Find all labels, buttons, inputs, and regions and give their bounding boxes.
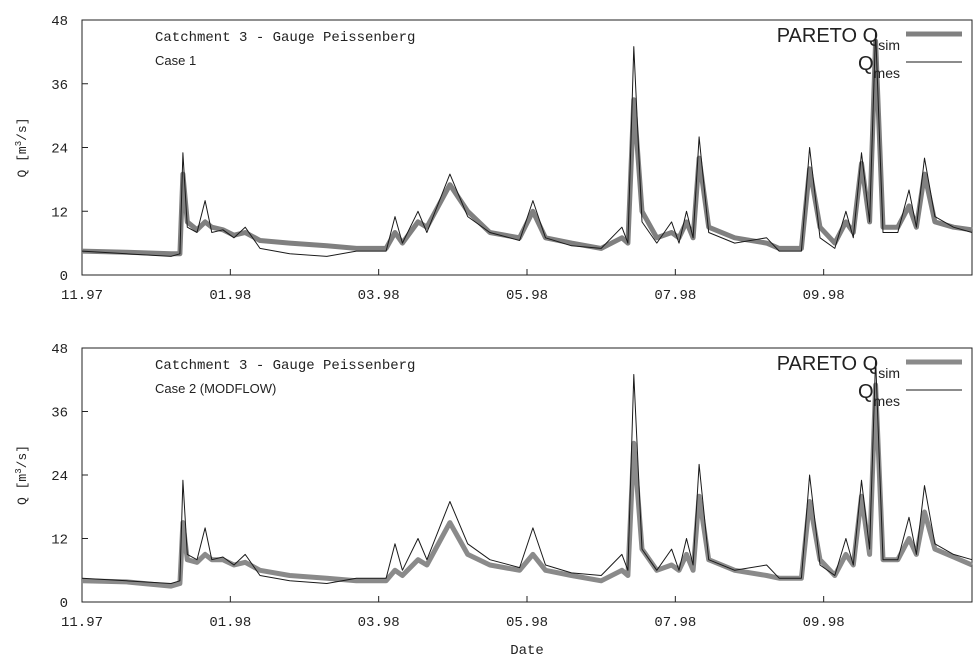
series-line bbox=[81, 30, 973, 257]
legend-name: PARETO Q bbox=[777, 25, 879, 47]
legend-label: Qmes bbox=[858, 53, 900, 81]
x-tick-label: 01.98 bbox=[209, 615, 251, 631]
series-line bbox=[81, 358, 973, 584]
panel-subtitle: Case 2 (MODFLOW) bbox=[155, 381, 276, 396]
legend-subscript: mes bbox=[874, 393, 900, 409]
x-tick-label: 11.97 bbox=[61, 615, 103, 631]
y-tick-label: 24 bbox=[51, 142, 68, 158]
y-tick-label: 48 bbox=[51, 342, 68, 358]
y-axis-label-part: 3 bbox=[14, 468, 24, 473]
x-tick-label: 11.97 bbox=[61, 288, 103, 304]
y-axis-label-part: /s] bbox=[15, 117, 30, 140]
legend-name: Q bbox=[858, 53, 874, 75]
y-tick-label: 0 bbox=[60, 596, 68, 612]
series-line bbox=[81, 382, 973, 589]
x-tick-label: 09.98 bbox=[803, 615, 845, 631]
legend-subscript: sim bbox=[878, 365, 900, 381]
legend-name: PARETO Q bbox=[777, 353, 879, 375]
x-tick-label: 05.98 bbox=[506, 615, 548, 631]
y-axis-label-part: Q [m bbox=[15, 146, 30, 177]
y-tick-label: 12 bbox=[51, 205, 68, 221]
y-tick-label: 24 bbox=[51, 469, 68, 485]
y-axis-label: Q [m3/s] bbox=[14, 445, 30, 505]
y-axis-label-part: Q [m bbox=[15, 474, 30, 505]
x-tick-label: 03.98 bbox=[358, 288, 400, 304]
legend-name: Q bbox=[858, 381, 874, 403]
x-tick-label: 07.98 bbox=[654, 288, 696, 304]
legend-label: PARETO Qsim bbox=[777, 353, 900, 381]
legend-subscript: sim bbox=[878, 37, 900, 53]
series-line bbox=[81, 38, 973, 257]
y-tick-label: 0 bbox=[60, 269, 68, 285]
x-axis-label: Date bbox=[510, 643, 544, 659]
legend-label: PARETO Qsim bbox=[777, 25, 900, 53]
legend-subscript: mes bbox=[874, 65, 900, 81]
y-tick-label: 36 bbox=[51, 78, 68, 94]
x-tick-label: 03.98 bbox=[358, 615, 400, 631]
panel-title: Catchment 3 - Gauge Peissenberg bbox=[155, 358, 415, 374]
y-axis-label-part: 3 bbox=[14, 141, 24, 146]
x-tick-label: 07.98 bbox=[654, 615, 696, 631]
panel-subtitle: Case 1 bbox=[155, 53, 196, 68]
y-tick-label: 36 bbox=[51, 406, 68, 422]
y-axis-label-part: /s] bbox=[15, 445, 30, 468]
panel-title: Catchment 3 - Gauge Peissenberg bbox=[155, 30, 415, 46]
x-tick-label: 09.98 bbox=[803, 288, 845, 304]
x-tick-label: 01.98 bbox=[209, 288, 251, 304]
x-tick-label: 05.98 bbox=[506, 288, 548, 304]
legend-label: Qmes bbox=[858, 381, 900, 409]
y-tick-label: 12 bbox=[51, 533, 68, 549]
y-tick-label: 48 bbox=[51, 14, 68, 30]
y-axis-label: Q [m3/s] bbox=[14, 117, 30, 177]
